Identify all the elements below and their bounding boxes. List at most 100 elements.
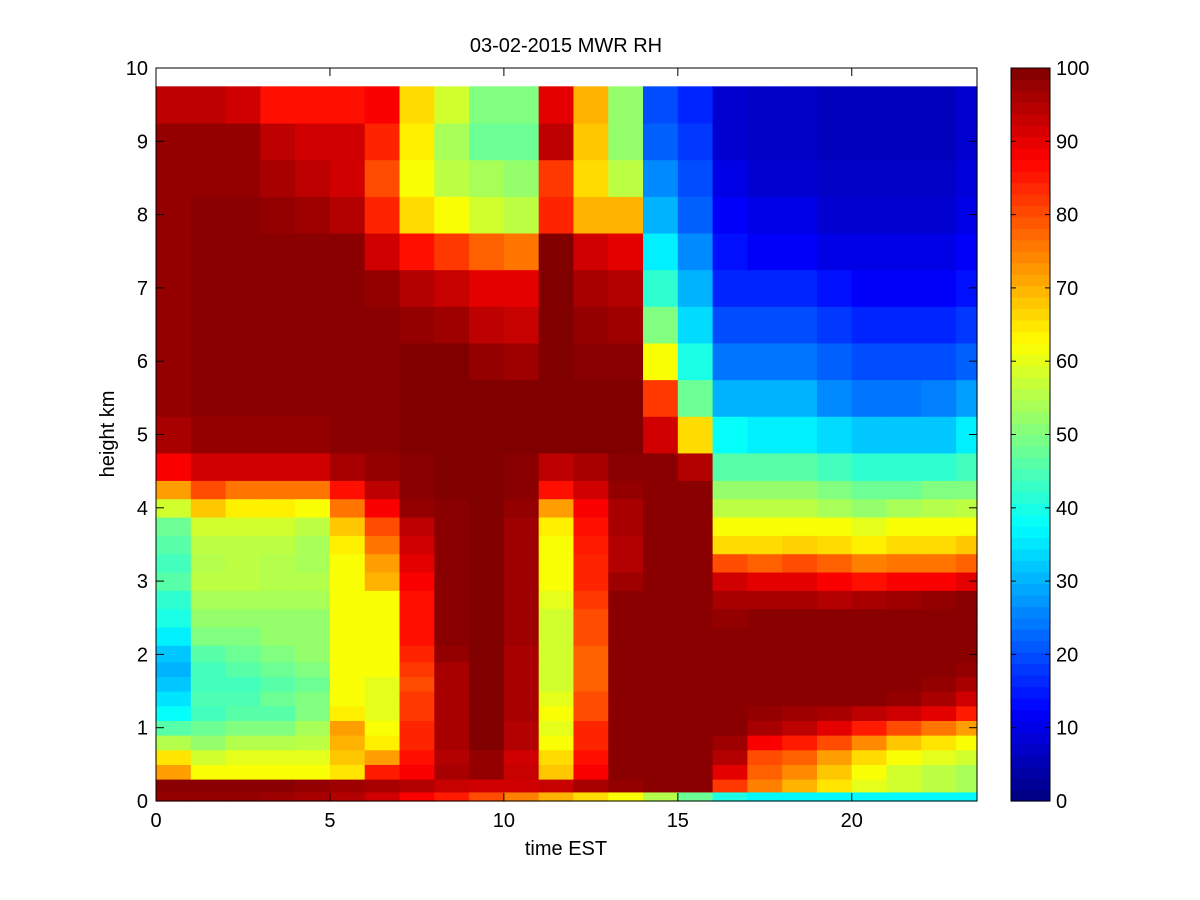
heatmap-cell xyxy=(851,416,888,454)
heatmap-cell xyxy=(225,379,261,417)
heatmap-cell xyxy=(677,159,714,197)
heatmap-cell xyxy=(260,553,296,573)
colorbar-step xyxy=(1011,743,1050,756)
heatmap-cell xyxy=(921,159,957,197)
heatmap-cell xyxy=(469,749,505,765)
heatmap-cell xyxy=(851,608,888,628)
heatmap-cell xyxy=(573,553,609,573)
heatmap-cell xyxy=(643,691,679,707)
heatmap-cell xyxy=(434,379,470,417)
heatmap-cell xyxy=(677,691,714,707)
heatmap-cell xyxy=(608,498,644,518)
heatmap-cell xyxy=(608,269,644,307)
heatmap-cell xyxy=(434,498,470,518)
heatmap-cell xyxy=(886,306,922,344)
heatmap-cell xyxy=(469,452,505,481)
heatmap-cell xyxy=(364,452,401,481)
heatmap-cell xyxy=(295,86,331,124)
heatmap-cell xyxy=(573,196,609,234)
heatmap-cell xyxy=(399,196,435,234)
heatmap-cell xyxy=(643,232,679,271)
heatmap-cell xyxy=(921,86,957,124)
heatmap-cell xyxy=(295,749,331,765)
heatmap-cell xyxy=(956,553,978,573)
heatmap-cell xyxy=(677,122,714,161)
colorbar-step xyxy=(1011,274,1050,287)
heatmap-cell xyxy=(677,535,714,555)
heatmap-cell xyxy=(156,232,192,271)
heatmap-cell xyxy=(677,306,714,344)
heatmap-cell xyxy=(851,720,888,736)
heatmap-cell xyxy=(434,691,470,707)
heatmap-cell xyxy=(225,764,261,780)
heatmap-cell xyxy=(469,196,505,234)
colorbar-tick-label: 60 xyxy=(1056,351,1078,373)
heatmap-cell xyxy=(225,571,261,591)
heatmap-cell xyxy=(712,480,748,500)
heatmap-cell xyxy=(503,516,540,536)
y-tick-label: 1 xyxy=(137,718,148,740)
heatmap-cell xyxy=(956,196,978,234)
heatmap-cell xyxy=(364,516,401,536)
heatmap-cell xyxy=(782,306,818,344)
heatmap-cell xyxy=(364,779,401,793)
heatmap-cell xyxy=(816,626,853,646)
heatmap-cell xyxy=(573,342,609,381)
heatmap-cell xyxy=(573,720,609,736)
heatmap-cell xyxy=(712,645,748,663)
heatmap-cell xyxy=(156,535,192,555)
y-tick-label: 10 xyxy=(126,58,148,80)
heatmap-cell xyxy=(538,452,575,481)
heatmap-cell xyxy=(816,590,853,610)
heatmap-cell xyxy=(573,779,609,793)
heatmap-cell xyxy=(434,720,470,736)
heatmap-cell xyxy=(608,626,644,646)
heatmap-cell xyxy=(921,779,957,793)
heatmap-cell xyxy=(469,626,505,646)
colorbar-axis: 0 10 20 30 40 50 60 70 80 90 100 xyxy=(1011,58,1089,813)
heatmap-cell xyxy=(921,498,957,518)
colorbar-step xyxy=(1011,686,1050,699)
heatmap-cell xyxy=(434,416,470,454)
heatmap-cell xyxy=(712,122,748,161)
colorbar-step xyxy=(1011,342,1050,355)
heatmap-cell xyxy=(434,608,470,628)
heatmap-cell xyxy=(469,571,505,591)
heatmap-cell xyxy=(503,86,540,124)
heatmap-cell xyxy=(573,379,609,417)
heatmap-cell xyxy=(851,498,888,518)
heatmap-cell xyxy=(260,691,296,707)
colorbar-step xyxy=(1011,755,1050,768)
heatmap-cell xyxy=(816,791,853,802)
heatmap-cell xyxy=(399,306,435,344)
heatmap-cell xyxy=(399,720,435,736)
heatmap-cell xyxy=(156,645,192,663)
heatmap-cell xyxy=(643,764,679,780)
heatmap-cell xyxy=(677,480,714,500)
heatmap-cell xyxy=(712,516,748,536)
heatmap-cell xyxy=(364,122,401,161)
heatmap-cell xyxy=(329,86,366,124)
colorbar-step xyxy=(1011,617,1050,630)
heatmap-cell xyxy=(712,791,748,802)
heatmap-cell xyxy=(469,269,505,307)
heatmap-cell xyxy=(747,720,783,736)
heatmap-cell xyxy=(260,645,296,663)
heatmap-cell xyxy=(538,705,575,721)
heatmap-cell xyxy=(190,535,227,555)
colorbar-step xyxy=(1011,319,1050,333)
heatmap-cell xyxy=(608,608,644,628)
heatmap-cell xyxy=(329,661,366,677)
heatmap-cell xyxy=(677,590,714,610)
heatmap-cell xyxy=(643,661,679,677)
heatmap-cell xyxy=(816,645,853,663)
heatmap-cell xyxy=(921,379,957,417)
heatmap-cell xyxy=(747,571,783,591)
heatmap-cell xyxy=(677,416,714,454)
heatmap-cell xyxy=(921,720,957,736)
heatmap-cell xyxy=(956,498,978,518)
heatmap-cell xyxy=(364,645,401,663)
heatmap-cell xyxy=(538,645,575,663)
heatmap-cell xyxy=(956,764,978,780)
heatmap-cell xyxy=(503,306,540,344)
